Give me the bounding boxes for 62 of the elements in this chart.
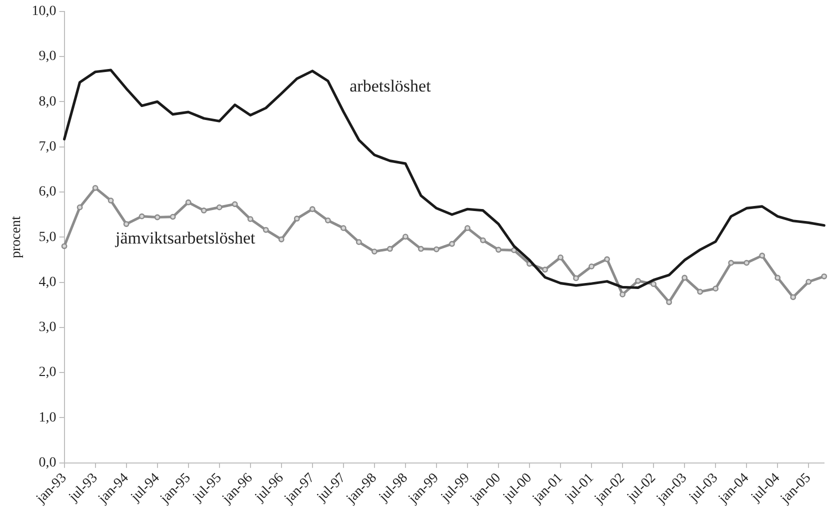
point xyxy=(418,246,424,252)
y-tick-label: 2,0 xyxy=(38,365,56,380)
point xyxy=(92,184,98,191)
point xyxy=(480,237,486,244)
y-tick-label: 5,0 xyxy=(38,230,56,245)
point xyxy=(558,254,564,260)
point xyxy=(154,214,160,220)
point xyxy=(340,225,346,232)
point xyxy=(573,275,579,282)
point xyxy=(464,225,470,232)
point xyxy=(806,278,812,285)
point xyxy=(200,208,207,214)
point xyxy=(650,281,656,288)
point xyxy=(247,216,254,222)
point xyxy=(170,214,176,220)
point xyxy=(682,274,688,281)
point xyxy=(744,260,750,266)
point xyxy=(262,226,269,233)
point xyxy=(232,201,238,208)
point xyxy=(108,198,114,204)
y-tick-label: 6,0 xyxy=(38,184,56,200)
point xyxy=(496,246,502,253)
y-tick-label: 9,0 xyxy=(38,49,56,64)
point xyxy=(588,264,594,270)
point xyxy=(821,273,828,280)
y-tick-label: 3,0 xyxy=(38,320,56,336)
point xyxy=(76,204,83,210)
y-tick-label: 0,0 xyxy=(38,456,56,470)
point xyxy=(604,256,610,262)
point xyxy=(356,239,362,246)
point xyxy=(774,274,781,281)
point xyxy=(402,234,408,240)
point xyxy=(61,243,68,250)
point xyxy=(666,299,672,306)
point xyxy=(386,246,393,252)
series-label: arbetslöshet xyxy=(350,76,432,96)
point xyxy=(697,288,704,295)
point xyxy=(542,266,548,273)
y-tick-label: 8,0 xyxy=(38,94,56,110)
point xyxy=(309,206,316,212)
point xyxy=(620,291,626,298)
point xyxy=(294,216,300,222)
point xyxy=(123,221,130,227)
point xyxy=(635,278,641,284)
point xyxy=(138,213,145,220)
point xyxy=(278,236,284,242)
point xyxy=(449,240,455,247)
y-tick-label: 4,0 xyxy=(38,274,56,290)
point xyxy=(728,260,734,266)
point xyxy=(324,217,331,224)
point xyxy=(371,248,378,255)
point xyxy=(434,246,440,252)
point xyxy=(790,294,796,300)
y-tick-label: 10,0 xyxy=(32,4,56,20)
point xyxy=(216,204,222,210)
y-tick-label: 7,0 xyxy=(38,140,56,154)
point xyxy=(185,199,192,206)
y-tick-label: 1,0 xyxy=(38,410,56,426)
point xyxy=(759,252,766,259)
y-axis-title: procent xyxy=(9,216,24,258)
point xyxy=(712,286,719,292)
series-label: jämviktsarbetslöshet xyxy=(114,228,256,248)
